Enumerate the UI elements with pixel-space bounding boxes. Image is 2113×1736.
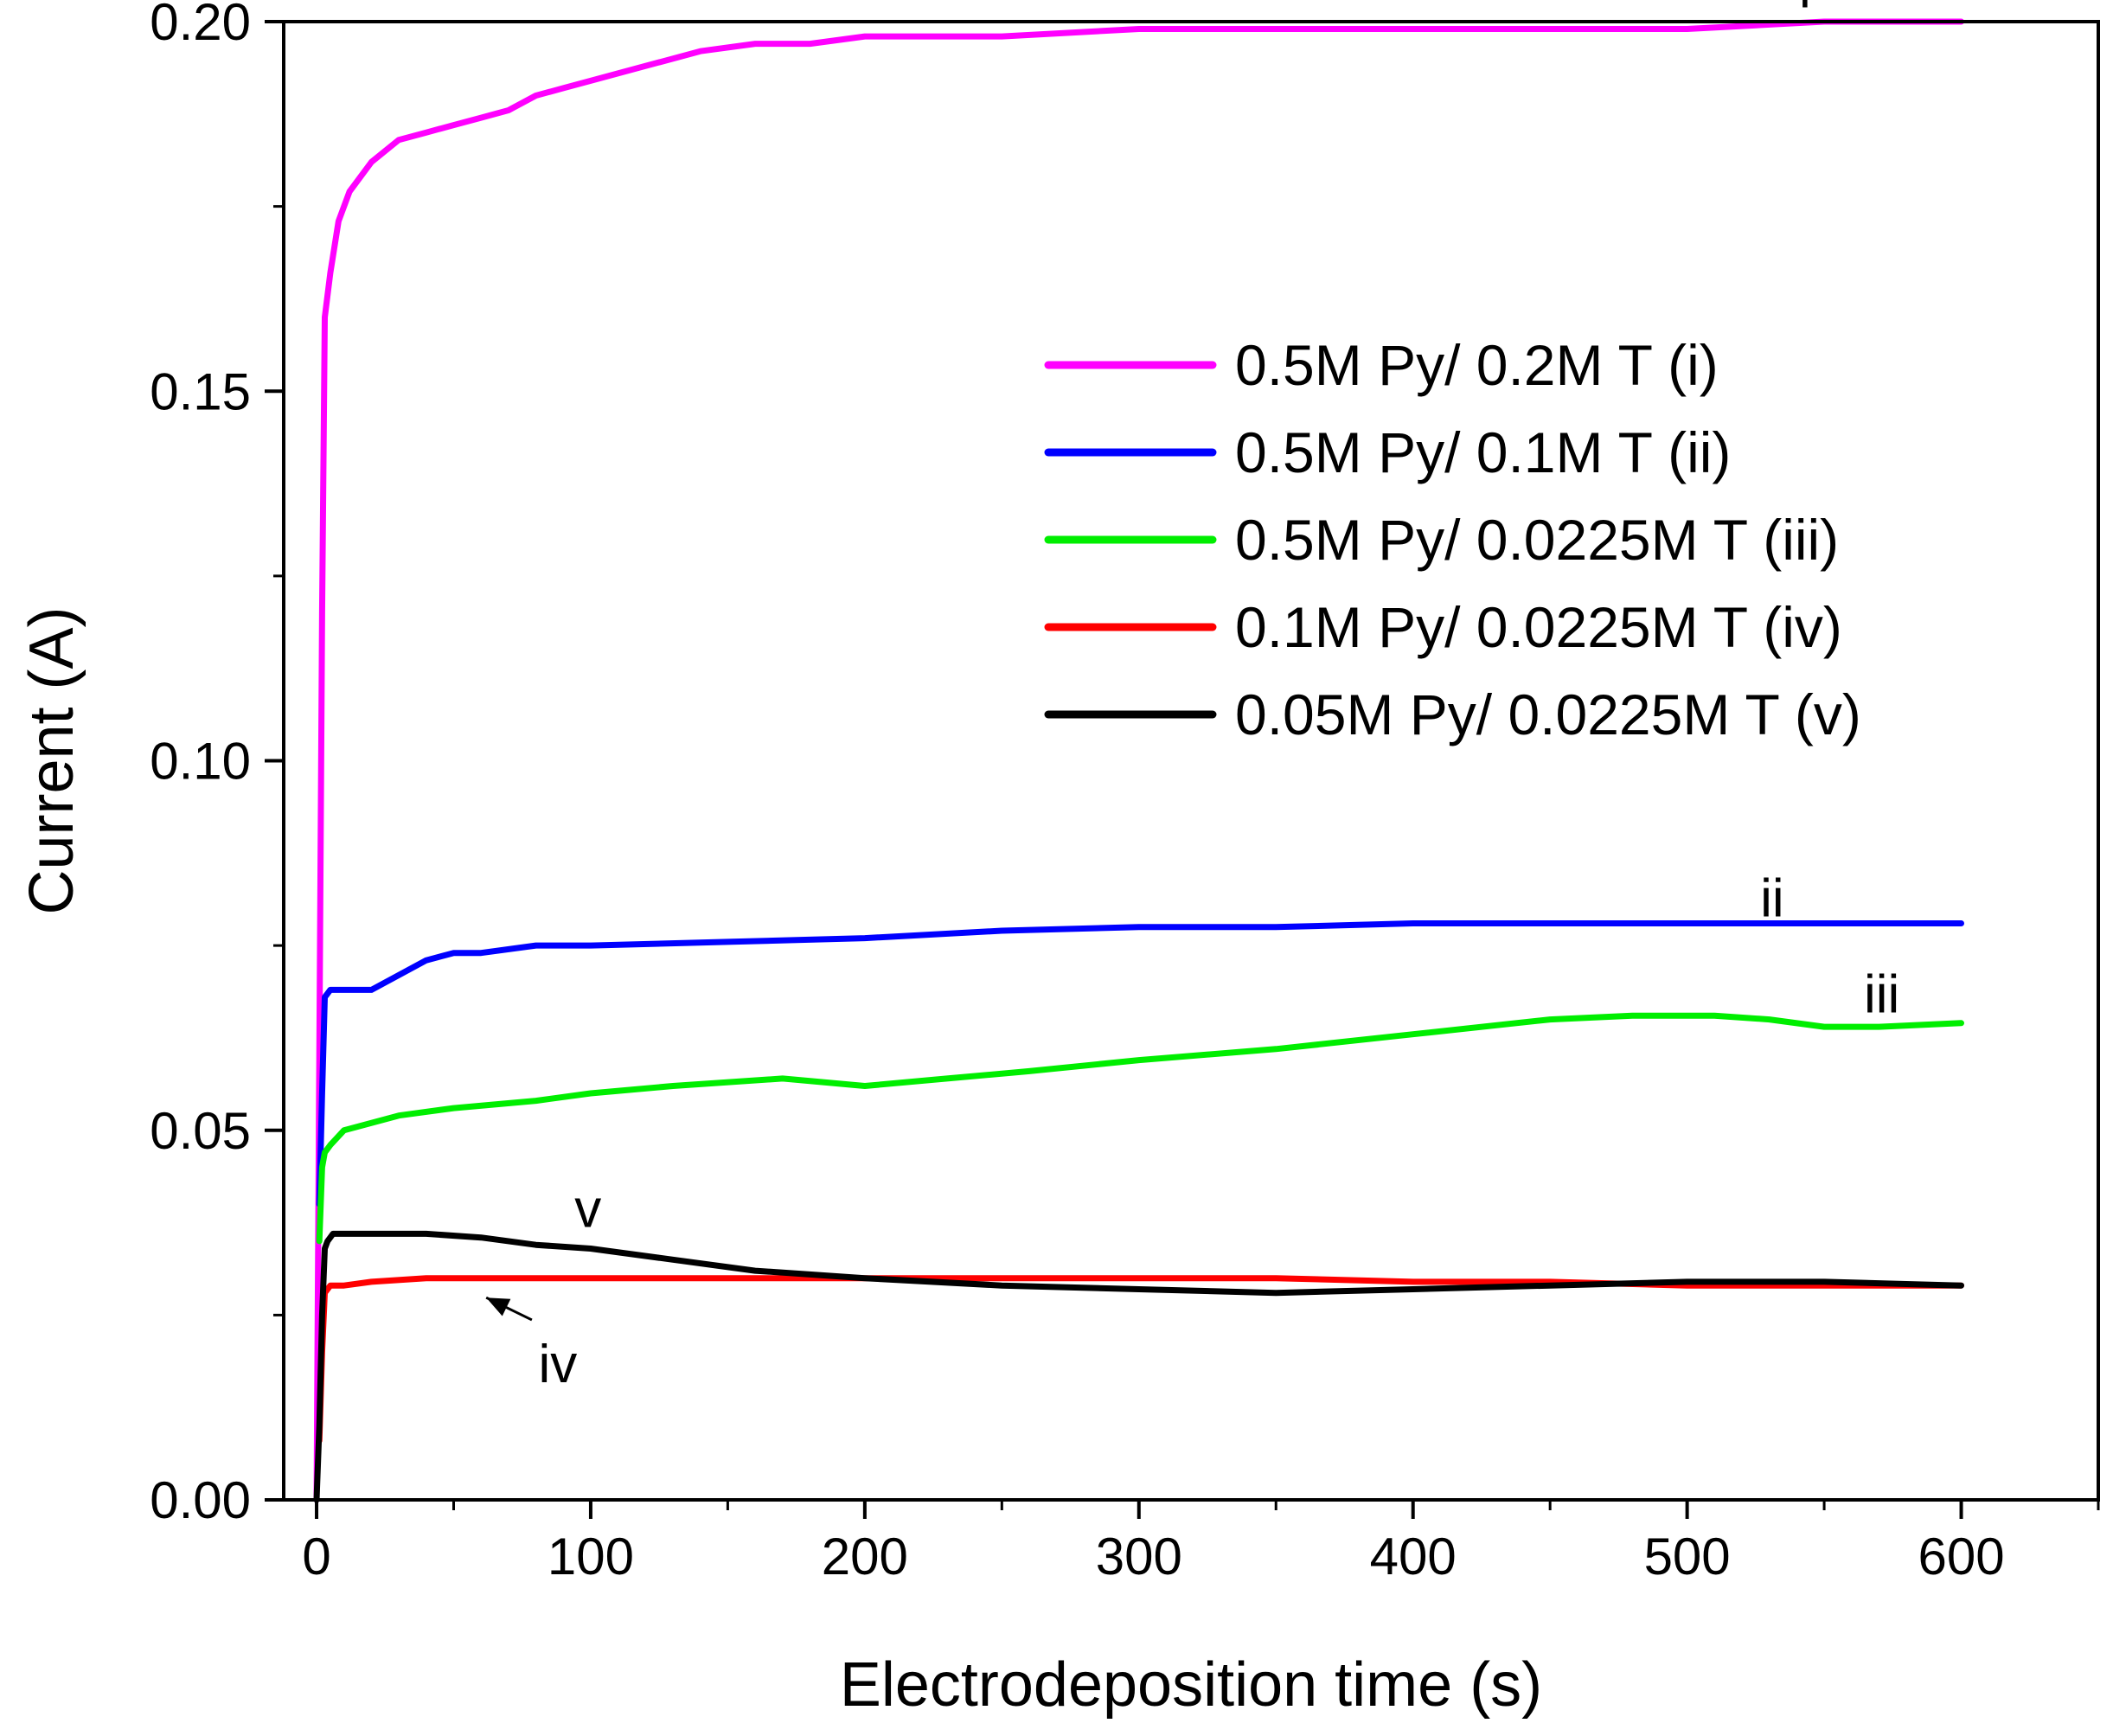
x-axis-title: Electrodeposition time (s) [840, 1650, 1542, 1720]
curve-label-iii: iii [1864, 965, 1899, 1025]
series-line-iv [316, 1275, 1964, 1445]
curve-label-i: i [1799, 0, 1811, 20]
legend-label-ii: 0.5M Py/ 0.1M T (ii) [1235, 420, 1731, 484]
x-tick-label: 500 [1644, 1528, 1731, 1585]
legend-label-i: 0.5M Py/ 0.2M T (i) [1235, 333, 1719, 397]
y-axis-title: Current (A) [17, 606, 86, 914]
y-axis: 0.00 0.05 0.10 0.15 0.20 [150, 0, 284, 1529]
data-series [313, 18, 1964, 1503]
curve-label-v: v [574, 1179, 601, 1239]
x-axis: 0 100 200 300 400 500 600 [302, 1500, 2100, 1585]
legend: 0.5M Py/ 0.2M T (i) 0.5M Py/ 0.1M T (ii) 0… [1044, 333, 1861, 746]
y-tick-label: 0.10 [150, 733, 251, 791]
legend-label-iii: 0.5M Py/ 0.0225M T (iii) [1235, 508, 1839, 572]
x-tick-label: 200 [822, 1528, 908, 1585]
curve-annotations: iiiiiiviv [485, 0, 1899, 1394]
y-tick-label: 0.00 [150, 1471, 251, 1529]
x-tick-label: 100 [547, 1528, 634, 1585]
x-tick-label: 400 [1370, 1528, 1457, 1585]
y-tick-label: 0.15 [150, 362, 251, 420]
y-tick-label: 0.20 [150, 0, 251, 51]
series-line-v [313, 1230, 1964, 1503]
series-line-i [313, 18, 1964, 1503]
series-line-iii [316, 1012, 1964, 1245]
curve-label-ii: ii [1760, 869, 1784, 929]
legend-label-v: 0.05M Py/ 0.0225M T (v) [1235, 682, 1861, 746]
x-tick-label: 600 [1918, 1528, 2004, 1585]
x-tick-label: 300 [1096, 1528, 1182, 1585]
x-tick-label: 0 [302, 1528, 330, 1585]
legend-label-iv: 0.1M Py/ 0.0225M T (iv) [1235, 595, 1842, 659]
arrow-head [486, 1297, 511, 1316]
series-line-ii [316, 920, 1964, 1208]
curve-label-iv: iv [539, 1335, 578, 1394]
y-tick-label: 0.05 [150, 1102, 251, 1160]
